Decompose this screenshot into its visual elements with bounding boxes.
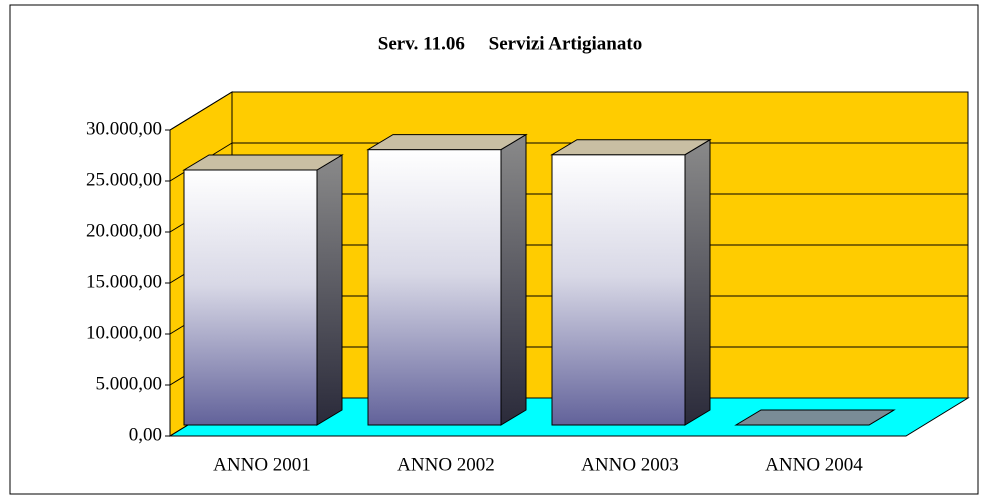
bar-side [500,133,527,426]
bar-top [550,139,712,156]
bar-top [366,134,528,151]
y-tick-label: 30.000,00 [86,118,162,139]
chart-title: Serv. 11.06 Servizi Artigianato [378,33,642,54]
bar-side [316,154,343,426]
y-tick-label: 20.000,00 [86,220,162,241]
y-tick-label: 15.000,00 [86,271,162,292]
x-tick-label: ANNO 2002 [397,454,495,475]
grid-line [169,91,233,131]
bar-side [684,138,711,426]
x-tick-label: ANNO 2001 [213,454,311,475]
bar [367,149,502,426]
bar [551,154,686,426]
bar-top [734,409,896,426]
x-tick-label: ANNO 2004 [765,454,863,475]
bar-top [182,154,344,171]
x-tick-label: ANNO 2003 [581,454,679,475]
y-tick-label: 10.000,00 [86,322,162,343]
y-tick-label: 0,00 [129,424,162,445]
bar [183,169,318,426]
y-tick-label: 5.000,00 [96,373,163,394]
y-tick-label: 25.000,00 [86,169,162,190]
